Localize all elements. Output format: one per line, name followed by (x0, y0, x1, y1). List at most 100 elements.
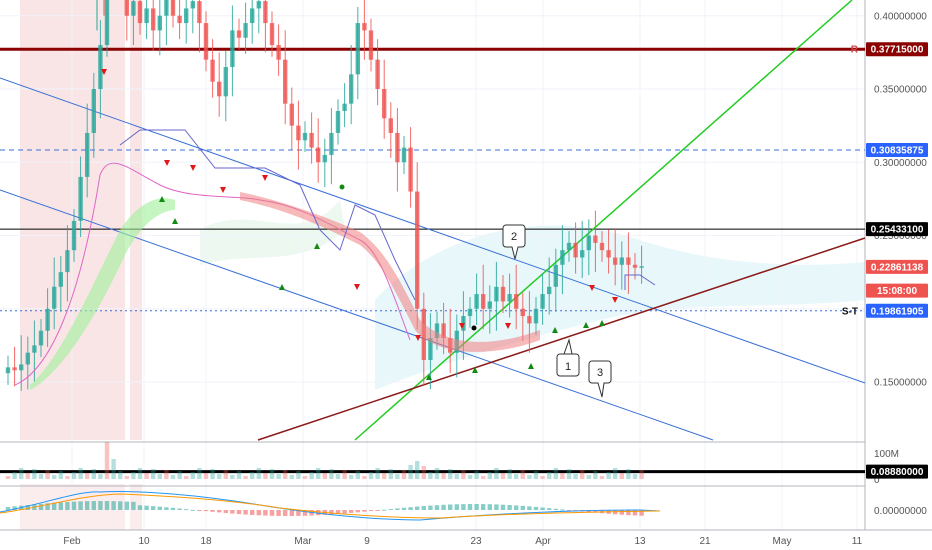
candle[interactable] (243, 23, 248, 38)
macd-bar[interactable] (236, 510, 242, 515)
volume-bar[interactable] (164, 470, 169, 479)
volume-bar[interactable] (454, 474, 459, 479)
macd-bar[interactable] (533, 506, 539, 510)
volume-bar[interactable] (243, 476, 248, 479)
macd-bar[interactable] (164, 507, 169, 510)
volume-bar[interactable] (566, 469, 572, 479)
candle[interactable] (217, 81, 222, 97)
macd-bar[interactable] (527, 506, 532, 510)
volume-bar[interactable] (520, 470, 525, 479)
candle[interactable] (309, 132, 314, 148)
macd-bar[interactable] (626, 510, 631, 516)
macd-bar[interactable] (553, 508, 558, 510)
macd-bar[interactable] (368, 510, 374, 512)
candle[interactable] (170, 0, 176, 16)
volume-bar[interactable] (38, 474, 44, 479)
candle[interactable] (177, 15, 182, 24)
macd-bar[interactable] (408, 507, 413, 510)
candle[interactable] (5, 367, 11, 374)
volume-bar[interactable] (177, 471, 182, 479)
macd-pane[interactable] (0, 491, 661, 521)
volume-bar[interactable] (190, 472, 195, 479)
macd-bar[interactable] (197, 510, 202, 511)
macd-bar[interactable] (269, 510, 275, 516)
volume-bar[interactable] (500, 473, 506, 479)
macd-bar[interactable] (85, 501, 90, 510)
candle[interactable] (223, 67, 228, 97)
candle[interactable] (71, 220, 77, 251)
candle[interactable] (190, 1, 195, 9)
volume-bar[interactable] (487, 472, 492, 479)
candle[interactable] (263, 1, 268, 24)
macd-bar[interactable] (540, 507, 545, 510)
candle[interactable] (157, 15, 162, 31)
macd-bar[interactable] (177, 508, 182, 510)
candle[interactable] (619, 257, 624, 265)
volume-bar[interactable] (197, 468, 202, 479)
volume-bar[interactable] (283, 470, 288, 479)
macd-bar[interactable] (632, 510, 638, 516)
candle[interactable] (144, 8, 149, 24)
macd-bar[interactable] (454, 504, 459, 510)
candle[interactable] (434, 323, 440, 339)
volume-bar[interactable] (382, 473, 387, 479)
macd-bar[interactable] (401, 507, 407, 510)
candle[interactable] (131, 1, 136, 16)
candle[interactable] (349, 74, 354, 104)
candle[interactable] (388, 118, 393, 133)
macd-bar[interactable] (520, 505, 525, 510)
macd-bar[interactable] (494, 504, 499, 510)
candle[interactable] (599, 242, 605, 251)
macd-bar[interactable] (144, 505, 149, 510)
candle[interactable] (632, 264, 638, 268)
volume-bar[interactable] (626, 469, 631, 479)
macd-bar[interactable] (52, 502, 57, 510)
candle[interactable] (210, 59, 215, 82)
volume-bar[interactable] (467, 475, 473, 479)
candle[interactable] (32, 345, 37, 353)
macd-bar[interactable] (566, 510, 572, 511)
candle[interactable] (65, 250, 70, 273)
macd-bar[interactable] (441, 504, 446, 510)
macd-bar[interactable] (38, 503, 44, 510)
macd-bar[interactable] (203, 510, 209, 512)
volume-bar[interactable] (58, 471, 63, 479)
candle[interactable] (58, 272, 63, 287)
volume-bar[interactable] (514, 474, 519, 479)
macd-bar[interactable] (210, 510, 215, 512)
macd-bar[interactable] (619, 510, 624, 515)
candle[interactable] (98, 45, 103, 89)
candle[interactable] (560, 250, 565, 265)
volume-bar[interactable] (32, 469, 37, 479)
volume-bar[interactable] (144, 473, 149, 479)
candle[interactable] (355, 23, 360, 75)
volume-bar[interactable] (5, 476, 11, 479)
candle[interactable] (514, 294, 519, 309)
volume-bar[interactable] (289, 475, 294, 479)
macd-bar[interactable] (91, 501, 96, 510)
candle[interactable] (12, 367, 17, 371)
volume-bar[interactable] (342, 470, 347, 479)
volume-bar[interactable] (375, 468, 380, 479)
volume-bar[interactable] (481, 476, 486, 479)
macd-bar[interactable] (461, 504, 466, 510)
volume-bar[interactable] (434, 468, 440, 479)
candle[interactable] (507, 294, 512, 302)
candle[interactable] (639, 266, 644, 268)
volume-bar[interactable] (329, 469, 334, 479)
macd-bar[interactable] (560, 509, 565, 511)
macd-bar[interactable] (263, 510, 268, 516)
candle[interactable] (474, 294, 479, 309)
candle[interactable] (335, 110, 341, 133)
macd-bar[interactable] (487, 504, 492, 510)
candle[interactable] (547, 286, 552, 295)
macd-bar[interactable] (118, 501, 123, 510)
candle[interactable] (415, 191, 420, 309)
channel-upper-line[interactable] (0, 77, 866, 384)
volume-bar[interactable] (302, 476, 308, 479)
volume-bar[interactable] (613, 468, 618, 479)
volume-bar[interactable] (349, 475, 354, 479)
volume-bar[interactable] (91, 469, 96, 479)
volume-bar[interactable] (586, 475, 591, 479)
candle[interactable] (487, 301, 492, 309)
